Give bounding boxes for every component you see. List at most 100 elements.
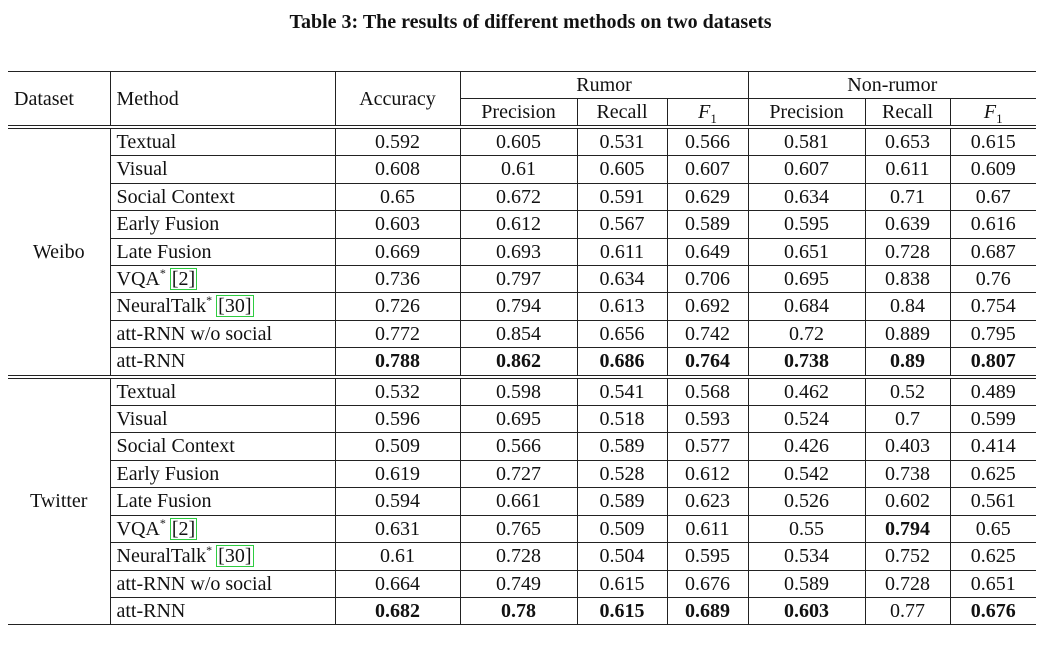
- value-cell: 0.566: [667, 127, 749, 157]
- table-row: Weibo Textual 0.592 0.605 0.531 0.566 0.581 0.6…: [8, 127, 1037, 379]
- value-cell: 0.71: [865, 183, 951, 212]
- method-name: Visual: [116, 158, 168, 181]
- value-cell: 0.623: [667, 487, 749, 516]
- value-cell: 0.631: [335, 515, 461, 544]
- value-cell: 0.84: [865, 292, 951, 321]
- table-row: NeuralTalk* [30] 0.726 0.794 0.613 0.692 0.684…: [8, 292, 1037, 321]
- method-name: NeuralTalk: [116, 545, 207, 568]
- value-cell: 0.629: [667, 183, 749, 212]
- group-header: Rumor: [460, 71, 749, 99]
- table-row: Late Fusion 0.669 0.693 0.611 0.649 0.651 0.72…: [8, 238, 1037, 267]
- value-cell: 0.531: [577, 127, 668, 157]
- subheader-text: Recall: [596, 101, 648, 123]
- value-cell: 0.542: [748, 460, 866, 489]
- value-cell: 0.504: [577, 542, 668, 571]
- value-cell: 0.692: [667, 292, 749, 321]
- value-cell: 0.612: [460, 210, 578, 239]
- citation: [2]: [169, 268, 198, 291]
- value-cell: 0.613: [577, 292, 668, 321]
- value-cell: 0.625: [950, 542, 1037, 571]
- value-cell: 0.541: [577, 376, 668, 407]
- subheader-cell: Recall: [577, 98, 668, 129]
- value-cell: 0.89: [865, 347, 951, 379]
- header-cell: Dataset: [8, 71, 111, 129]
- method-name: VQA: [116, 517, 160, 540]
- table-row: att-RNN w/o social 0.664 0.749 0.615 0.676 0.…: [8, 570, 1037, 598]
- value-cell: 0.611: [577, 238, 668, 267]
- superscript: *: [159, 266, 166, 281]
- value-cell: 0.706: [667, 265, 749, 294]
- value-cell: 0.695: [460, 405, 578, 434]
- value-cell: 0.611: [865, 155, 951, 184]
- value-cell: 0.526: [748, 487, 866, 516]
- value-cell: 0.742: [667, 320, 749, 349]
- value-cell: 0.862: [460, 347, 578, 379]
- value-cell: 0.736: [335, 265, 461, 294]
- value-cell: 0.794: [865, 515, 951, 544]
- table-section: Weibo Textual 0.592 0.605 0.531 0.566 0.581 0.6…: [8, 127, 1037, 379]
- value-cell: 0.561: [950, 487, 1037, 516]
- dataset-cell: Weibo: [8, 127, 111, 379]
- value-cell: 0.462: [748, 376, 866, 407]
- value-cell: 0.596: [335, 405, 461, 434]
- method-cell: att-RNN: [110, 597, 336, 626]
- value-cell: 0.612: [667, 460, 749, 489]
- value-cell: 0.795: [950, 320, 1037, 349]
- table-row: Twitter Textual 0.532 0.598 0.541 0.568 0.462 0…: [8, 376, 1037, 626]
- value-cell: 0.528: [577, 460, 668, 489]
- value-cell: 0.602: [865, 487, 951, 516]
- value-cell: 0.524: [748, 405, 866, 434]
- value-cell: 0.619: [335, 460, 461, 489]
- value-cell: 0.603: [748, 597, 866, 626]
- value-cell: 0.649: [667, 238, 749, 267]
- value-cell: 0.55: [748, 515, 866, 544]
- method-cell: Social Context: [110, 183, 336, 212]
- method-name: att-RNN w/o social: [116, 322, 273, 345]
- value-cell: 0.61: [460, 155, 578, 184]
- value-cell: 0.764: [667, 347, 749, 379]
- value-cell: 0.599: [950, 405, 1037, 434]
- value-cell: 0.615: [577, 570, 668, 598]
- table-row: att-RNN w/o social 0.772 0.854 0.656 0.742 0.…: [8, 320, 1037, 349]
- value-cell: 0.689: [667, 597, 749, 626]
- superscript: *: [206, 543, 213, 558]
- value-cell: 0.518: [577, 405, 668, 434]
- method-cell: NeuralTalk* [30]: [110, 542, 336, 571]
- value-cell: 0.728: [865, 238, 951, 267]
- value-cell: 0.615: [950, 127, 1037, 157]
- value-cell: 0.577: [667, 432, 749, 461]
- value-cell: 0.581: [748, 127, 866, 157]
- group-header: Non-rumor: [748, 71, 1037, 99]
- value-cell: 0.566: [460, 432, 578, 461]
- value-cell: 0.593: [667, 405, 749, 434]
- value-cell: 0.728: [460, 542, 578, 571]
- value-cell: 0.403: [865, 432, 951, 461]
- subheader-text: F: [983, 101, 997, 123]
- value-cell: 0.788: [335, 347, 461, 379]
- value-cell: 0.634: [748, 183, 866, 212]
- value-cell: 0.426: [748, 432, 866, 461]
- value-cell: 0.634: [577, 265, 668, 294]
- table-row: att-RNN 0.788 0.862 0.686 0.764 0.738 0.89 0.80…: [8, 347, 1037, 379]
- citation: [2]: [169, 517, 198, 540]
- method-name: att-RNN: [116, 350, 186, 373]
- value-cell: 0.672: [460, 183, 578, 212]
- value-cell: 0.738: [748, 347, 866, 379]
- value-cell: 0.854: [460, 320, 578, 349]
- table-row: Early Fusion 0.603 0.612 0.567 0.589 0.595 0.6…: [8, 210, 1037, 239]
- method-cell: Late Fusion: [110, 487, 336, 516]
- value-cell: 0.682: [335, 597, 461, 626]
- subscript: 1: [996, 111, 1003, 126]
- value-cell: 0.605: [460, 127, 578, 157]
- value-cell: 0.625: [950, 460, 1037, 489]
- method-name: Visual: [116, 408, 168, 431]
- method-name: Social Context: [116, 435, 235, 458]
- value-cell: 0.595: [748, 210, 866, 239]
- method-name: Late Fusion: [116, 240, 212, 263]
- value-cell: 0.754: [950, 292, 1037, 321]
- value-cell: 0.52: [865, 376, 951, 407]
- method-cell: att-RNN: [110, 347, 336, 379]
- value-cell: 0.589: [577, 432, 668, 461]
- results-table: Dataset Method Accuracy Rumor Non-rumor …: [8, 71, 1037, 626]
